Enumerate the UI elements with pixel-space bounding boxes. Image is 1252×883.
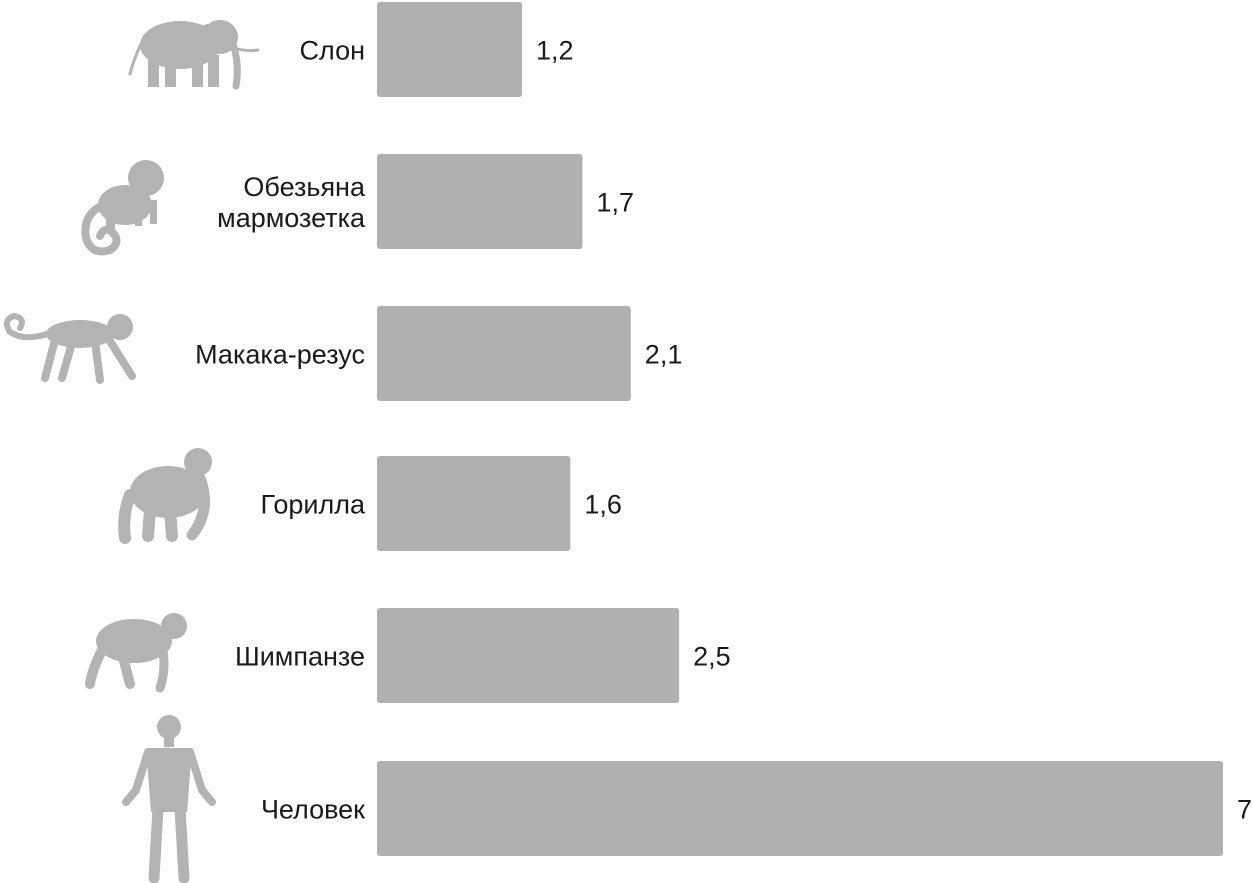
human-icon (122, 715, 216, 883)
value-label-human: 7 (1237, 795, 1252, 825)
category-label-line: Горилла (261, 490, 366, 520)
bar-marmoset (377, 154, 583, 249)
value-label-elephant: 1,2 (536, 36, 574, 66)
category-label-marmoset: Обезьяна мармозетка (217, 172, 366, 233)
category-label-line: Обезьяна (243, 172, 366, 202)
category-label-chimpanzee: Шимпанзе (235, 642, 365, 672)
category-label-line: мармозетка (217, 203, 366, 233)
bar-gorilla (377, 456, 571, 551)
category-label-human: Человек (261, 795, 365, 825)
bar-chimpanzee (377, 608, 680, 703)
value-label-marmoset: 1,7 (596, 188, 634, 218)
category-label-line: Человек (261, 795, 365, 825)
bars-layer (377, 2, 1223, 856)
bar-human (377, 761, 1223, 856)
value-label-gorilla: 1,6 (584, 490, 622, 520)
value-label-macaque: 2,1 (645, 340, 683, 370)
category-label-macaque: Макака-резус (195, 340, 365, 370)
category-label-line: Шимпанзе (235, 642, 365, 672)
macaque-icon (3, 312, 136, 384)
marmoset-icon (81, 160, 164, 256)
category-label-line: Слон (300, 36, 365, 66)
icons-layer (3, 20, 260, 883)
category-label-line: Макака-резус (195, 340, 365, 370)
category-label-elephant: Слон (300, 36, 365, 66)
bar-elephant (377, 2, 523, 97)
category-label-gorilla: Горилла (261, 490, 366, 520)
bar-macaque (377, 306, 631, 401)
chimpanzee-icon (85, 613, 187, 693)
gorilla-icon (118, 448, 212, 544)
elephant-icon (128, 20, 260, 90)
value-label-chimpanzee: 2,5 (693, 642, 731, 672)
labels-layer: 1,2 Слон 1,7 Обезьяна мармозетка 2,1 Макака-ре… (195, 36, 1252, 825)
